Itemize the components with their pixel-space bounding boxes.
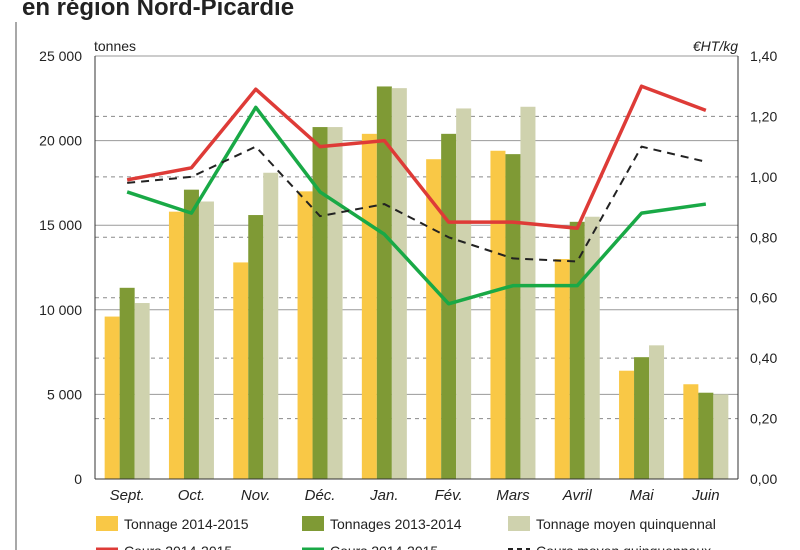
bar-1-5 <box>441 133 457 479</box>
bar-1-0 <box>119 287 135 479</box>
bar-0-8 <box>619 370 635 479</box>
bar-1-2 <box>248 215 264 479</box>
bar-1-9 <box>698 392 714 479</box>
bar-1-4 <box>376 86 392 480</box>
y-left-tick-label: 20 000 <box>39 133 82 149</box>
bar-1-8 <box>634 357 650 479</box>
legend-label-bar-0: Tonnage 2014-2015 <box>124 516 249 532</box>
legend-swatch-bar-0 <box>96 516 118 531</box>
x-tick-label: Sept. <box>110 487 145 504</box>
bar-2-7 <box>584 216 600 480</box>
x-tick-label: Oct. <box>178 487 206 504</box>
bar-2-8 <box>649 345 665 479</box>
y-left-tick-label: 5 000 <box>47 386 82 402</box>
bar-1-1 <box>183 189 199 479</box>
bar-2-0 <box>134 303 150 479</box>
y-right-tick-label: 1,20 <box>750 108 777 124</box>
bar-0-6 <box>490 150 506 479</box>
legend-label-line-0: Cours 2014-2015 <box>124 543 232 550</box>
bar-1-3 <box>312 127 328 480</box>
y-left-tick-label: 0 <box>74 471 82 487</box>
bars-group <box>104 86 729 480</box>
bar-2-1 <box>198 201 214 479</box>
legend-label-line-1: Cours 2014-2015 <box>330 543 438 550</box>
x-tick-label: Mars <box>496 487 530 504</box>
bar-2-2 <box>263 172 279 480</box>
x-tick-label: Mai <box>629 487 654 504</box>
y-right-tick-label: 0,20 <box>750 411 777 427</box>
bar-2-3 <box>327 127 343 480</box>
bar-0-1 <box>168 211 184 479</box>
bar-0-0 <box>104 316 120 479</box>
bar-1-6 <box>505 154 521 480</box>
x-tick-label: Déc. <box>305 487 336 504</box>
y-right-tick-label: 0,60 <box>750 290 777 306</box>
legend: Tonnage 2014-2015 Tonnages 2013-2014 Tonna… <box>96 516 716 550</box>
x-tick-label: Avril <box>562 487 593 504</box>
bar-0-2 <box>233 262 249 479</box>
y-left-tick-label: 25 000 <box>39 48 82 64</box>
bar-2-4 <box>391 88 407 479</box>
line-series-1 <box>126 105 707 306</box>
bar-0-9 <box>683 384 699 479</box>
y-left-tick-label: 15 000 <box>39 217 82 233</box>
chart-title: en région Nord-Picardie <box>22 0 294 21</box>
y-left-axis-label: tonnes <box>94 38 136 54</box>
legend-swatch-bar-2 <box>508 516 530 531</box>
legend-label-bar-2: Tonnage moyen quinquennal <box>536 516 716 532</box>
bar-2-6 <box>520 106 536 479</box>
y-right-tick-label: 0,40 <box>750 350 777 366</box>
line-series-2 <box>127 145 707 263</box>
y-right-tick-label: 1,00 <box>750 169 777 185</box>
x-tick-label: Nov. <box>241 487 271 504</box>
legend-swatch-bar-1 <box>302 516 324 531</box>
x-tick-label: Jan. <box>369 487 398 504</box>
x-tick-label: Juin <box>691 487 720 504</box>
bar-2-5 <box>456 108 472 480</box>
bar-2-9 <box>713 394 729 479</box>
bar-0-3 <box>297 191 313 480</box>
x-tick-label: Fév. <box>435 487 463 504</box>
lines-group <box>126 84 707 306</box>
bar-0-5 <box>426 159 442 479</box>
y-right-tick-label: 1,40 <box>750 48 777 64</box>
axes-group: 0 5 000 10 000 15 000 20 000 25 000 0,00 0,20 0,… <box>39 48 777 504</box>
y-right-tick-label: 0,00 <box>750 471 777 487</box>
y-left-tick-label: 10 000 <box>39 302 82 318</box>
legend-label-bar-1: Tonnages 2013-2014 <box>330 516 462 532</box>
y-right-axis-label: €HT/kg <box>693 38 738 54</box>
bar-0-7 <box>554 259 570 479</box>
line-series-0 <box>126 84 707 230</box>
legend-label-line-2: Cours moyen quinquennaux <box>536 543 711 550</box>
y-right-tick-label: 0,80 <box>750 229 777 245</box>
bar-0-4 <box>361 133 377 479</box>
